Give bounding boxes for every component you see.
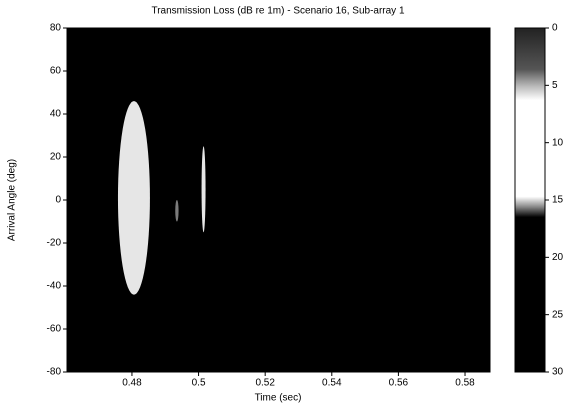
y-tick-label: -20 — [47, 238, 62, 249]
heat-blob — [117, 101, 150, 295]
x-axis-label: Time (sec) — [255, 393, 302, 404]
colorbar-tick-label: 15 — [552, 195, 564, 206]
colorbar — [514, 27, 546, 373]
colorbar-tick-label: 20 — [552, 252, 564, 263]
y-tick-label: -60 — [47, 324, 62, 335]
colorbar-tick-label: 30 — [552, 367, 564, 378]
colorbar-tick-label: 25 — [552, 309, 564, 320]
x-tick-label: 0.48 — [122, 378, 142, 389]
x-tick-label: 0.52 — [255, 378, 275, 389]
x-tick-label: 0.58 — [455, 378, 475, 389]
colorbar-tick-label: 5 — [552, 80, 558, 91]
chart-title: Transmission Loss (dB re 1m) - Scenario … — [151, 6, 404, 17]
y-tick-label: -40 — [47, 281, 62, 292]
colorbar-tick-label: 10 — [552, 137, 564, 148]
y-tick-label: 60 — [50, 66, 62, 77]
y-tick-label: 40 — [50, 109, 62, 120]
x-tick-label: 0.54 — [322, 378, 342, 389]
x-tick-label: 0.56 — [389, 378, 409, 389]
heat-blob — [201, 146, 206, 233]
y-tick-label: 0 — [55, 195, 61, 206]
heat-blob — [175, 200, 179, 222]
y-tick-label: 80 — [50, 23, 62, 34]
colorbar-tick-label: 0 — [552, 23, 558, 34]
x-tick-label: 0.5 — [192, 378, 206, 389]
y-axis-label: Arrival Angle (deg) — [7, 159, 18, 241]
y-tick-label: 20 — [50, 152, 62, 163]
y-tick-label: -80 — [47, 367, 62, 378]
